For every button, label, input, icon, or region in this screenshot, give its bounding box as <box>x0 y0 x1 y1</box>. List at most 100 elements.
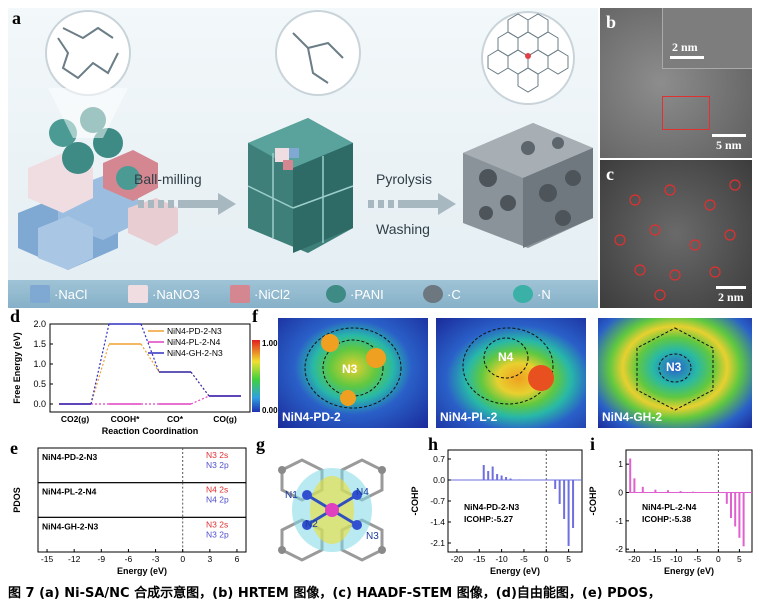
panel-label-c: c <box>606 164 614 184</box>
y-axis-label: -COHP <box>588 487 598 516</box>
y-tick-label: 0 <box>618 488 623 498</box>
x-tick-label: -9 <box>98 554 106 564</box>
hrtem-scale-label: 5 nm <box>716 138 742 152</box>
x-tick-label: 0 <box>180 554 185 564</box>
energy-connector <box>140 323 160 373</box>
cohp-chart-pl: 1 0 -1 -2 -20 -15 -10 -5 0 5 Energy (eV) -COHP NiN4-… <box>588 449 753 576</box>
plot-frame <box>625 449 753 553</box>
legend-item-nacl: ·NaCl <box>30 284 87 304</box>
legend-label-nacl: ·NaCl <box>54 286 88 302</box>
panel-label-f: f <box>252 306 258 326</box>
cohp-annotation-icohp: ICOHP:-5.38 <box>642 514 691 524</box>
y-tick-label: 0.5 <box>33 379 46 389</box>
synthesis-schematic: a Ball-milling Pyrolysis Washing ·NaCl ·… <box>8 8 598 308</box>
legend-label: NiN4-PD-2-N3 <box>167 326 222 336</box>
figure-caption: 图 7 (a) Ni-SA/NC 合成示意图，(b) HRTEM 图像，(c) … <box>8 586 661 601</box>
x-axis-label: Energy (eV) <box>664 566 714 576</box>
legend-item-nicl2: ·NiCl2 <box>230 284 290 304</box>
pdos-legend-2s: N3 2s <box>206 519 228 529</box>
y-tick-label: 0.0 <box>33 399 46 409</box>
hrtem-inset-scalebar <box>670 56 704 59</box>
y-tick-label: -2 <box>615 544 623 554</box>
x-category-label: COOH* <box>111 414 141 424</box>
legend-item-c: ·C <box>423 284 461 304</box>
y-axis-label: PDOS <box>12 487 22 513</box>
panel-label-h: h <box>428 434 439 454</box>
elf-map-gh-2: N3 NiN4-GH-2 <box>598 318 752 428</box>
x-tick-label: -15 <box>473 554 486 564</box>
legend-label: NiN4-PL-2-N4 <box>167 337 221 347</box>
elf-colorbar <box>252 340 260 412</box>
pani-swatch <box>326 285 346 303</box>
hrtem-inset <box>662 8 752 69</box>
carbon-swatch <box>423 285 443 303</box>
colorbar-max-label: 1.00 <box>262 339 278 348</box>
nitrogen-swatch <box>513 285 533 303</box>
x-tick-label: -20 <box>451 554 464 564</box>
haadf-scale-label: 2 nm <box>718 290 744 304</box>
x-axis-label: Reaction Coordination <box>102 426 199 436</box>
x-axis-label: Energy (eV) <box>117 566 167 576</box>
legend-label-nicl2: ·NiCl2 <box>254 286 291 302</box>
atom-label-n2: N2 <box>305 519 318 530</box>
x-tick-label: -20 <box>628 554 641 564</box>
hrtem-inset-scale-label: 2 nm <box>672 40 698 54</box>
panel-label-d: d <box>10 306 21 326</box>
elf-map-gh-2-contours <box>636 327 714 411</box>
charge-density-structure <box>278 458 386 562</box>
x-category-label: CO* <box>167 414 184 424</box>
legend-label-nano3: ·NaNO3 <box>152 286 200 302</box>
legend-item-pani: ·PANI <box>326 284 384 304</box>
y-tick-label: -2.1 <box>430 538 445 548</box>
energy-connector <box>190 395 210 405</box>
legend-label-pani: ·PANI <box>350 286 384 302</box>
elf-map-pl-2: N4 NiN4-PL-2 <box>436 318 586 428</box>
porous-carbon-block <box>463 123 593 248</box>
energy-connector <box>190 371 210 397</box>
hrtem-image: b 2 nm 5 nm <box>600 8 752 158</box>
x-category-label: CO2(g) <box>61 414 90 424</box>
ball-milling-label: Ball-milling <box>134 171 202 187</box>
y-axis-label: -COHP <box>410 487 420 516</box>
pyrolysis-label: Pyrolysis <box>376 171 433 187</box>
plot-frame <box>447 449 583 553</box>
legend-item-n: ·N <box>513 284 551 304</box>
elf-map-pd-2-center: N3 <box>342 362 358 376</box>
x-tick-label: -15 <box>649 554 662 564</box>
x-tick-label: -5 <box>694 554 702 564</box>
pdos-legend-2s: N4 2s <box>206 485 228 495</box>
schematic-legend: ·NaCl ·NaNO3 ·NiCl2 ·PANI ·C ·N <box>8 280 598 308</box>
y-tick-label: -0.7 <box>430 496 445 506</box>
elf-map-pl-2-title: NiN4-PL-2 <box>440 410 498 424</box>
elf-map-pl-2-center: N4 <box>498 350 514 364</box>
x-tick-label: -6 <box>125 554 133 564</box>
x-tick-label: -10 <box>670 554 683 564</box>
panel-label-i: i <box>590 434 596 454</box>
elf-map-gh-2-title: NiN4-GH-2 <box>602 410 663 424</box>
arrow-pyrolysis <box>368 193 456 215</box>
pdos-legend-2s: N3 2s <box>206 450 228 460</box>
y-tick-label: -1 <box>615 516 623 526</box>
atom-label-n4: N4 <box>356 487 369 498</box>
arrow-ball-milling <box>138 193 236 215</box>
nano3-swatch <box>128 285 148 303</box>
x-tick-label: -10 <box>495 554 508 564</box>
monomer-zoom-bubble <box>275 10 361 96</box>
composite-cube <box>247 118 354 253</box>
legend-label: NiN4-GH-2-N3 <box>167 348 223 358</box>
elf-map-pd-2-contours <box>304 327 402 409</box>
legend-label-c: ·C <box>447 286 461 302</box>
pdos-legend-2p: N3 2p <box>206 529 229 539</box>
y-tick-label: 1.5 <box>33 339 46 349</box>
x-tick-label: 0 <box>716 554 721 564</box>
x-tick-label: -5 <box>520 554 528 564</box>
panel-label-g: g <box>256 434 265 454</box>
energy-connector <box>90 343 110 405</box>
x-category-label: CO(g) <box>213 414 237 424</box>
atom-label-n1: N1 <box>285 490 298 501</box>
panel-label-e: e <box>10 438 18 458</box>
y-tick-label: 2.0 <box>33 319 46 329</box>
elf-map-pd-2-title: NiN4-PD-2 <box>282 410 341 424</box>
elf-map-gh-2-center: N3 <box>666 360 682 374</box>
